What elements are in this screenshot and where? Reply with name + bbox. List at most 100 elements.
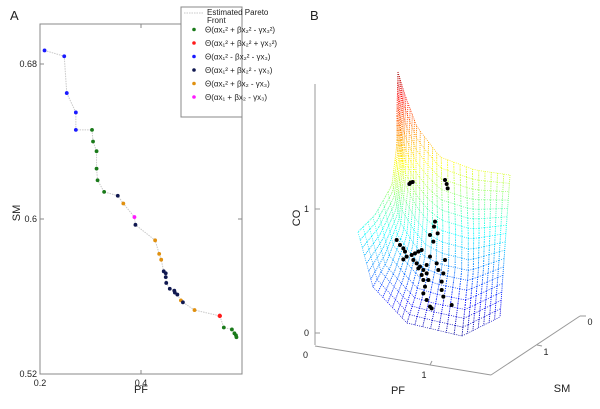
surface-mesh-line bbox=[403, 309, 406, 314]
surface-mesh-line bbox=[484, 245, 490, 247]
surface-mesh-line bbox=[448, 222, 456, 225]
surface-mesh-line bbox=[376, 230, 379, 238]
surface-mesh-line bbox=[401, 296, 404, 301]
surface-mesh-line bbox=[401, 155, 403, 162]
surface-mesh-line bbox=[474, 310, 480, 314]
surface-mesh-line bbox=[442, 253, 449, 256]
surface-mesh-line bbox=[372, 216, 376, 224]
surface-mesh-line bbox=[408, 207, 413, 213]
surface-mesh-line bbox=[489, 226, 496, 228]
surface-mesh-line bbox=[382, 224, 386, 230]
sm-tick-label-0: 0 bbox=[587, 317, 592, 327]
surface-mesh-line bbox=[398, 98, 401, 104]
surface-mesh-line bbox=[466, 187, 473, 190]
surface-mesh-line bbox=[453, 172, 461, 176]
surface-mesh-line bbox=[391, 232, 395, 239]
surface-mesh-line bbox=[380, 217, 384, 223]
legend-label: Θ(αx₁² + βx₂² - γx₃) bbox=[205, 66, 273, 75]
surface-mesh-line bbox=[483, 263, 489, 267]
surface-mesh-line bbox=[410, 218, 413, 226]
surface-mesh-line bbox=[377, 291, 383, 298]
surface-mesh-line bbox=[450, 292, 453, 298]
surface-mesh-line bbox=[432, 158, 438, 164]
surface-mesh-line bbox=[432, 319, 440, 323]
surface-mesh-line bbox=[488, 252, 495, 256]
pareto-point bbox=[42, 48, 47, 53]
surface-mesh-line bbox=[423, 182, 428, 188]
surface-mesh-line bbox=[390, 215, 394, 221]
y-tick-label: 0.68 bbox=[19, 59, 37, 69]
surface-mesh-line bbox=[467, 207, 474, 210]
surface-mesh-line bbox=[401, 279, 404, 284]
surface-mesh-line bbox=[359, 236, 363, 241]
surface-mesh-line bbox=[459, 164, 467, 168]
surface-mesh-line bbox=[410, 225, 415, 231]
surface-mesh-line bbox=[430, 320, 433, 325]
surface-mesh-line bbox=[478, 255, 484, 259]
surface-mesh-line bbox=[390, 182, 393, 188]
pareto-point bbox=[164, 281, 169, 285]
surface-mesh-line bbox=[409, 314, 418, 317]
surface-mesh-line bbox=[387, 298, 390, 303]
surface-mesh-line bbox=[490, 181, 498, 183]
surface-mesh-line bbox=[392, 286, 395, 291]
surface-mesh-line bbox=[406, 318, 409, 324]
surface-mesh-line bbox=[472, 168, 479, 171]
surface-mesh-line bbox=[429, 259, 431, 265]
surface-mesh-line bbox=[410, 292, 416, 298]
surface-mesh-line bbox=[416, 125, 421, 132]
surface-mesh-line bbox=[496, 283, 503, 287]
surface-mesh-line bbox=[396, 291, 399, 296]
surface-mesh-line bbox=[401, 203, 404, 211]
surface-mesh-line bbox=[404, 268, 407, 275]
surface-mesh-line bbox=[401, 111, 404, 117]
surface-mesh-line bbox=[402, 274, 405, 280]
surface-mesh-line bbox=[435, 261, 443, 265]
surface-mesh-line bbox=[428, 269, 435, 273]
surface-mesh-line bbox=[390, 203, 393, 210]
surface-mesh-line bbox=[408, 156, 412, 162]
surface-mesh-line bbox=[390, 294, 396, 300]
surface-mesh-line bbox=[483, 322, 490, 326]
surface-mesh-line bbox=[447, 170, 455, 174]
surface-mesh-line bbox=[384, 206, 387, 214]
surface-mesh-line bbox=[406, 202, 410, 208]
surface-mesh-line bbox=[472, 327, 479, 331]
surface-mesh-line bbox=[406, 189, 409, 197]
surface-mesh-line bbox=[372, 260, 376, 265]
surface-mesh-line bbox=[362, 226, 366, 235]
surface-mesh-line bbox=[414, 120, 417, 126]
legend-label: Θ(αx₁² + βx₂ - γx₃) bbox=[205, 80, 270, 89]
surface-mesh-line bbox=[493, 268, 499, 272]
y-tick-label: 0.6 bbox=[24, 214, 37, 224]
surface-mesh-line bbox=[398, 287, 401, 292]
surface-mesh-line bbox=[385, 285, 389, 290]
pareto-point bbox=[153, 238, 158, 243]
surface-mesh-line bbox=[449, 306, 451, 311]
surface-mesh-line bbox=[402, 161, 405, 167]
surface-mesh-line bbox=[432, 212, 438, 218]
surface-mesh-line bbox=[479, 307, 486, 312]
surface-mesh-line bbox=[371, 223, 376, 227]
surface-mesh-line bbox=[446, 276, 448, 282]
surface-mesh-line bbox=[379, 240, 383, 245]
surface-mesh-line bbox=[407, 189, 411, 196]
pareto-point bbox=[115, 193, 120, 198]
surface-mesh-line bbox=[411, 126, 415, 133]
surface-mesh-line bbox=[468, 321, 474, 325]
surface-mesh-line bbox=[482, 281, 488, 285]
surface-mesh-line bbox=[437, 227, 443, 232]
surface-mesh-line bbox=[433, 272, 435, 278]
surface-mesh-line bbox=[486, 288, 493, 292]
surface-mesh-line bbox=[410, 248, 413, 254]
surface-mesh-line bbox=[370, 216, 374, 220]
surface-mesh-line bbox=[388, 249, 392, 256]
surface-mesh-line bbox=[427, 220, 433, 225]
x-tick-label: 0.4 bbox=[135, 378, 148, 388]
panel-b-label: B bbox=[310, 8, 319, 23]
surface-mesh-line bbox=[402, 128, 405, 134]
surface-mesh-line bbox=[438, 330, 447, 333]
surface-mesh-line bbox=[447, 180, 455, 184]
surface-mesh-line bbox=[424, 314, 427, 319]
surface-mesh-line bbox=[404, 133, 407, 140]
